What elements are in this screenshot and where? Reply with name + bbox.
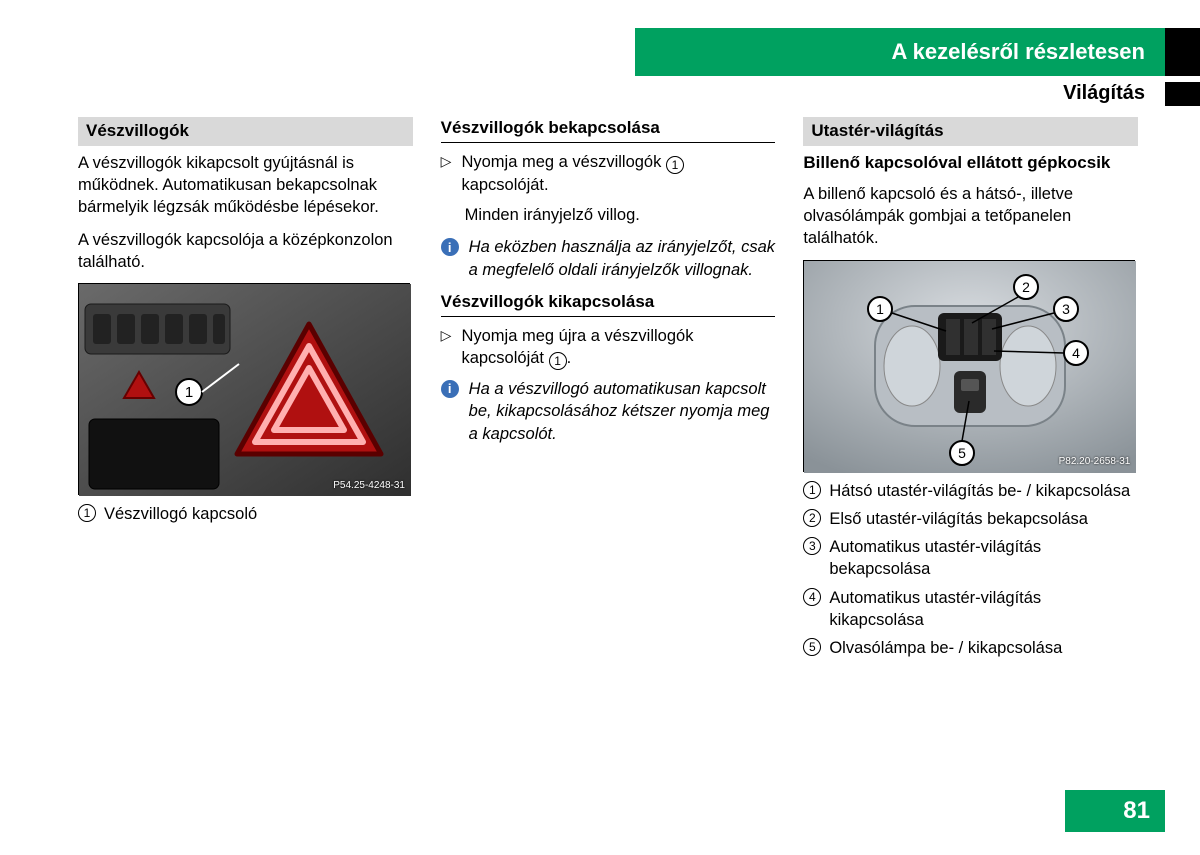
step-off-text: Nyomja meg újra a vészvillogók kapcsolój…	[461, 325, 775, 370]
chapter-title: A kezelésről részletesen	[635, 28, 1165, 76]
column-1: Vészvillogók A vészvillogók kikapcsolt g…	[78, 117, 413, 666]
legend-item: 2Első utastér-világítás bekapcsolása	[803, 508, 1138, 530]
note-1: i Ha eközben használja az irányjelzőt, c…	[441, 236, 776, 281]
caption-1: 1 Vészvillogó kapcsoló	[78, 503, 413, 525]
info-icon: i	[441, 238, 459, 256]
legend-item: 5Olvasólámpa be- / kikapcsolása	[803, 637, 1138, 659]
section-header: Világítás	[635, 82, 1200, 106]
note-2: i Ha a vészvillogó automatikusan kapcsol…	[441, 378, 776, 445]
step-arrow-icon: ▷	[441, 325, 452, 370]
figure-roof-panel: 1 2 3 4 5 P82.20-2658-31	[803, 260, 1135, 472]
svg-text:4: 4	[1072, 345, 1080, 361]
figure-code: P82.20-2658-31	[1059, 455, 1131, 469]
step-arrow-icon: ▷	[441, 151, 452, 196]
legend-item: 4Automatikus utastér-világítás kikapcsol…	[803, 587, 1138, 632]
step-on: ▷ Nyomja meg a vészvillogók 1 kapcsolójá…	[441, 151, 776, 196]
on-result: Minden irányjelző villog.	[441, 204, 776, 226]
svg-text:5: 5	[958, 445, 966, 461]
hazard-drawing: 1	[79, 284, 411, 496]
legend-item: 1Hátsó utastér-világítás be- / kikapcsol…	[803, 480, 1138, 502]
heading-switch-on: Vészvillogók bekapcsolása	[441, 117, 776, 143]
svg-text:3: 3	[1062, 301, 1070, 317]
page-number: 81	[1065, 790, 1165, 832]
hazard-text-1: A vészvillogók kikapcsolt gyújtásnál is …	[78, 152, 413, 219]
step-off: ▷ Nyomja meg újra a vészvillogók kapcsol…	[441, 325, 776, 370]
svg-text:1: 1	[185, 384, 193, 401]
sub-rocker: Billenő kapcsolóval ellátott gépkocsik	[803, 152, 1138, 175]
note-1-text: Ha eközben használja az irányjelzőt, csa…	[469, 236, 776, 281]
figure-code: P54.25-4248-31	[333, 479, 405, 493]
figure-hazard-switch: 1 P54.25-4248-31	[78, 283, 410, 495]
caption-text: Vészvillogó kapcsoló	[104, 503, 257, 525]
content-columns: Vészvillogók A vészvillogók kikapcsolt g…	[78, 117, 1138, 666]
note-2-text: Ha a vészvillogó automatikusan kapcsolt …	[469, 378, 776, 445]
roof-drawing: 1 2 3 4 5	[804, 261, 1136, 473]
tab-marker	[1165, 28, 1200, 76]
tab-marker	[1165, 82, 1200, 106]
chapter-header: A kezelésről részletesen	[635, 28, 1200, 76]
rocker-text: A billenő kapcsoló és a hátsó-, illetve …	[803, 183, 1138, 250]
hazard-text-2: A vészvillogók kapcsolója a középkonzolo…	[78, 229, 413, 274]
heading-switch-off: Vészvillogók kikapcsolása	[441, 291, 776, 317]
step-on-text: Nyomja meg a vészvillogók 1 kapcsolóját.	[461, 151, 775, 196]
svg-text:1: 1	[876, 301, 884, 317]
section-title: Világítás	[635, 82, 1165, 106]
callout-1: 1	[78, 504, 96, 522]
column-2: Vészvillogók bekapcsolása ▷ Nyomja meg a…	[441, 117, 776, 666]
heading-interior-light: Utastér-világítás	[803, 117, 1138, 146]
column-3: Utastér-világítás Billenő kapcsolóval el…	[803, 117, 1138, 666]
legend-list: 1Hátsó utastér-világítás be- / kikapcsol…	[803, 480, 1138, 660]
info-icon: i	[441, 380, 459, 398]
svg-text:2: 2	[1022, 279, 1030, 295]
legend-item: 3Automatikus utastér-világítás bekapcsol…	[803, 536, 1138, 581]
heading-hazard: Vészvillogók	[78, 117, 413, 146]
